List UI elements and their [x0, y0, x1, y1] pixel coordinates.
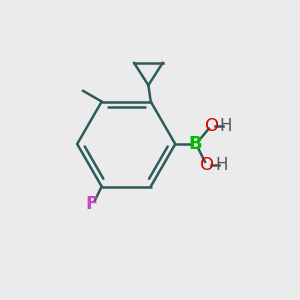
- Text: F: F: [85, 195, 98, 213]
- Text: H: H: [215, 157, 228, 175]
- Text: O: O: [200, 157, 214, 175]
- Text: B: B: [189, 135, 202, 153]
- Text: H: H: [220, 117, 232, 135]
- Text: O: O: [205, 117, 219, 135]
